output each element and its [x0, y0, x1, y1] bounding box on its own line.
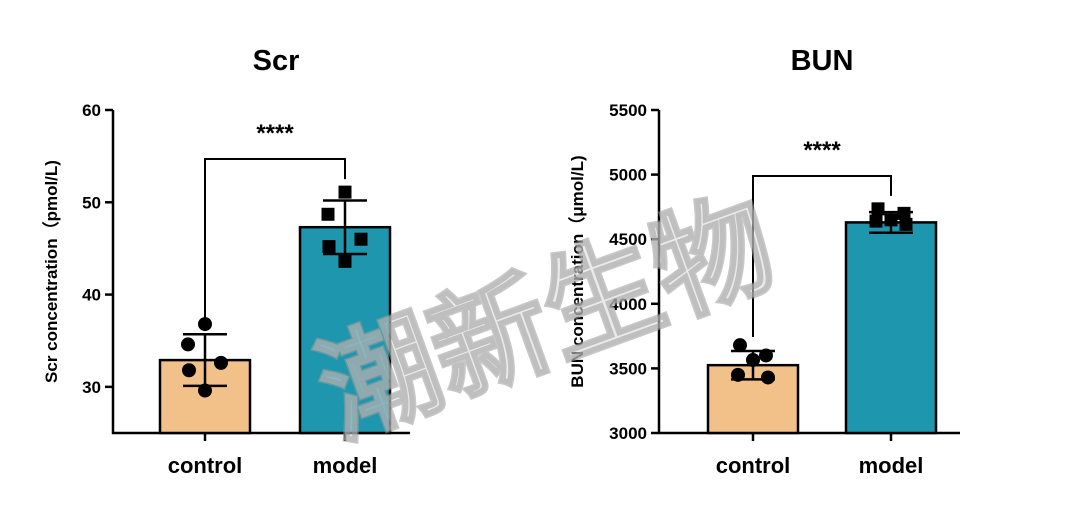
data-point-model — [322, 240, 336, 254]
data-point-model — [338, 185, 352, 199]
data-point-control — [746, 353, 760, 368]
data-point-model — [338, 254, 352, 268]
y-tick-label: 4000 — [609, 295, 647, 314]
data-point-control — [731, 367, 745, 382]
bar-model — [844, 221, 938, 435]
data-point-model — [897, 206, 911, 220]
data-point-model — [899, 217, 913, 231]
data-point-model — [321, 207, 335, 221]
data-point-model — [869, 214, 883, 228]
y-axis-label: BUN concentration（μmol/L) — [567, 155, 587, 387]
y-tick-label: 40 — [82, 286, 101, 305]
y-tick-label: 60 — [82, 101, 101, 120]
x-tick-label-model: model — [313, 453, 378, 478]
data-point-control — [759, 348, 773, 363]
chart-panel-scr: Scr Scr concentration（pmol/L) 30 40 50 60 cont… — [41, 45, 410, 478]
x-tick-label-control: control — [168, 453, 243, 478]
data-point-control — [181, 337, 195, 352]
significance-label: **** — [803, 137, 841, 164]
y-tick-label: 5500 — [609, 101, 647, 120]
data-point-control — [214, 355, 228, 370]
data-point-control — [198, 317, 212, 332]
chart-panel-bun: BUN BUN concentration（μmol/L) 3000 3500 4000… — [567, 45, 960, 478]
x-tick-label-control: control — [716, 453, 791, 478]
y-axis-label: Scr concentration（pmol/L) — [41, 160, 61, 383]
chart-title: BUN — [791, 45, 854, 77]
significance-label: **** — [256, 120, 294, 147]
y-tick-label: 3000 — [609, 424, 647, 443]
significance-bracket — [752, 175, 892, 337]
y-tick-label: 30 — [82, 378, 101, 397]
data-point-control — [198, 383, 212, 398]
chart-title: Scr — [253, 45, 300, 77]
data-point-model — [871, 202, 885, 216]
data-point-control — [733, 338, 747, 353]
data-point-control — [761, 370, 775, 385]
y-tick-label: 50 — [82, 193, 101, 212]
x-tick-label-model: model — [859, 453, 924, 478]
y-tick-label: 5000 — [609, 166, 647, 185]
data-point-model — [884, 213, 898, 227]
significance-bracket — [204, 158, 346, 321]
data-point-model — [354, 232, 368, 246]
y-tick-label: 3500 — [609, 359, 647, 378]
y-tick-label: 4500 — [609, 230, 647, 249]
data-point-control — [182, 363, 196, 378]
